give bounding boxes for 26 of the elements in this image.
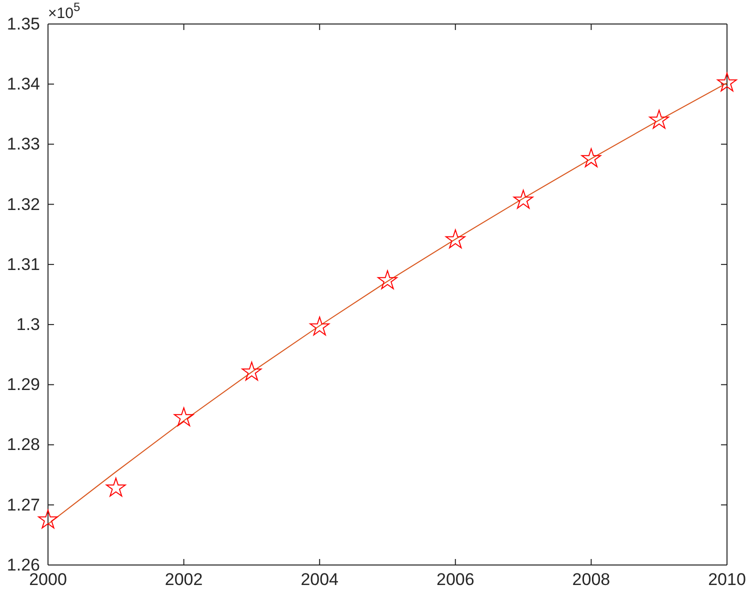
y-tick-label: 1.28: [6, 435, 40, 454]
point: [106, 478, 126, 497]
x-tick-label: 2006: [436, 570, 474, 590]
y-tick-label: 1.33: [6, 134, 40, 154]
y-tick-label: 1.29: [6, 375, 40, 394]
y-tick-label: 1.27: [6, 495, 40, 514]
y-tick-label: 1.32: [6, 194, 40, 214]
text: ×10$^{5}$: [48, 0, 80, 22]
point: [242, 362, 262, 381]
x-tick-label: 2002: [164, 570, 203, 590]
point: [445, 229, 466, 248]
y-tick-label: 1.34: [6, 74, 40, 94]
x-tick-label: 2008: [572, 570, 610, 590]
point: [513, 190, 534, 209]
y-tick-label: 1.35: [6, 14, 40, 34]
y-tick-label: 1.31: [6, 254, 40, 274]
point: [581, 148, 602, 168]
point: [310, 316, 330, 336]
point: [174, 407, 194, 426]
x-tick-label: 2010: [708, 570, 746, 590]
point: [378, 270, 398, 290]
point: [717, 72, 737, 92]
point: [649, 110, 670, 129]
y-tick-label: 1.3: [16, 314, 40, 334]
point: [38, 510, 58, 528]
x-tick-label: 2004: [300, 570, 339, 590]
